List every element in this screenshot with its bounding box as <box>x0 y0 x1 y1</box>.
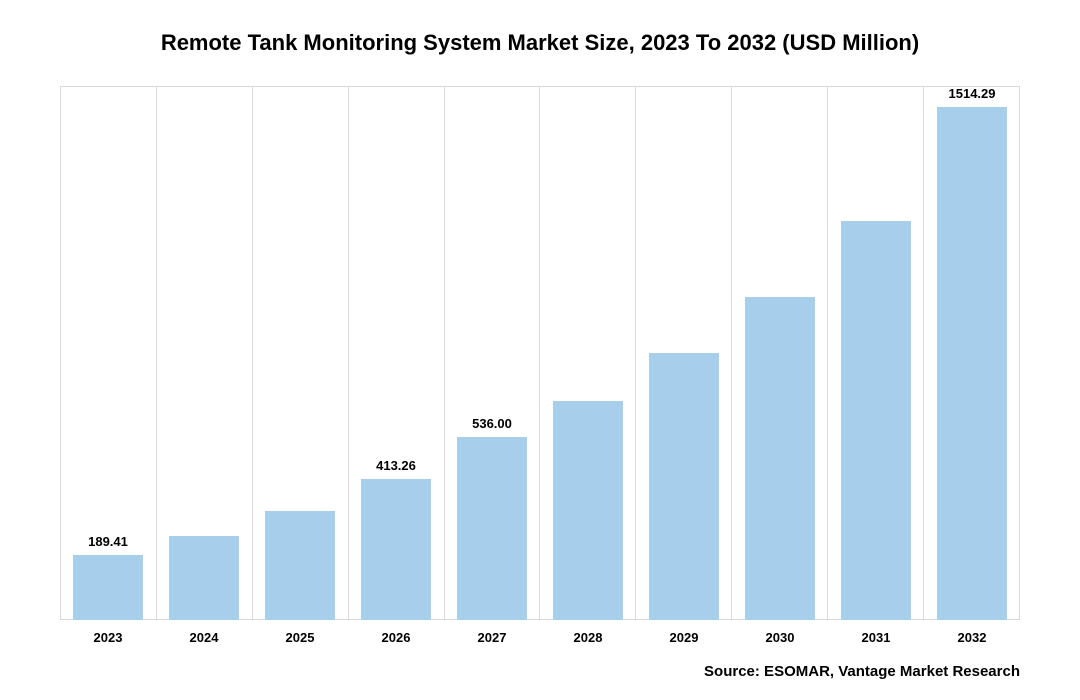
bar-slot: 189.41 <box>60 86 156 620</box>
bar <box>553 401 622 620</box>
x-axis-tick: 2023 <box>60 630 156 645</box>
x-axis-tick: 2030 <box>732 630 828 645</box>
bar-slot: 1514.29 <box>924 86 1020 620</box>
x-axis-tick: 2032 <box>924 630 1020 645</box>
bar-slot <box>732 86 828 620</box>
x-axis-tick: 2029 <box>636 630 732 645</box>
bar <box>937 107 1006 620</box>
bars-group: 189.41 413.26 536.00 1514.29 <box>60 86 1020 620</box>
bar-slot <box>828 86 924 620</box>
bar <box>649 353 718 620</box>
x-axis-tick: 2026 <box>348 630 444 645</box>
bar-slot <box>156 86 252 620</box>
x-axis-tick: 2025 <box>252 630 348 645</box>
plot-area: 189.41 413.26 536.00 1514.29 <box>60 86 1020 620</box>
bar-slot <box>540 86 636 620</box>
bar <box>841 221 910 620</box>
bar-slot <box>252 86 348 620</box>
bar <box>73 555 142 620</box>
bar-value-label: 189.41 <box>88 534 128 549</box>
bar-slot: 413.26 <box>348 86 444 620</box>
source-text: Source: ESOMAR, Vantage Market Research <box>50 663 1030 680</box>
x-axis-tick: 2031 <box>828 630 924 645</box>
bar-slot <box>636 86 732 620</box>
bar-value-label: 413.26 <box>376 458 416 473</box>
chart-title: Remote Tank Monitoring System Market Siz… <box>50 30 1030 56</box>
bar <box>361 479 430 620</box>
bar <box>169 536 238 620</box>
bar <box>457 437 526 620</box>
x-axis-tick: 2027 <box>444 630 540 645</box>
x-axis: 2023202420252026202720282029203020312032 <box>60 630 1020 645</box>
chart-container: Remote Tank Monitoring System Market Siz… <box>0 0 1080 700</box>
x-axis-tick: 2028 <box>540 630 636 645</box>
bar <box>265 511 334 620</box>
bar-value-label: 1514.29 <box>949 86 996 101</box>
x-axis-tick: 2024 <box>156 630 252 645</box>
bar-slot: 536.00 <box>444 86 540 620</box>
bar <box>745 297 814 620</box>
bar-value-label: 536.00 <box>472 416 512 431</box>
